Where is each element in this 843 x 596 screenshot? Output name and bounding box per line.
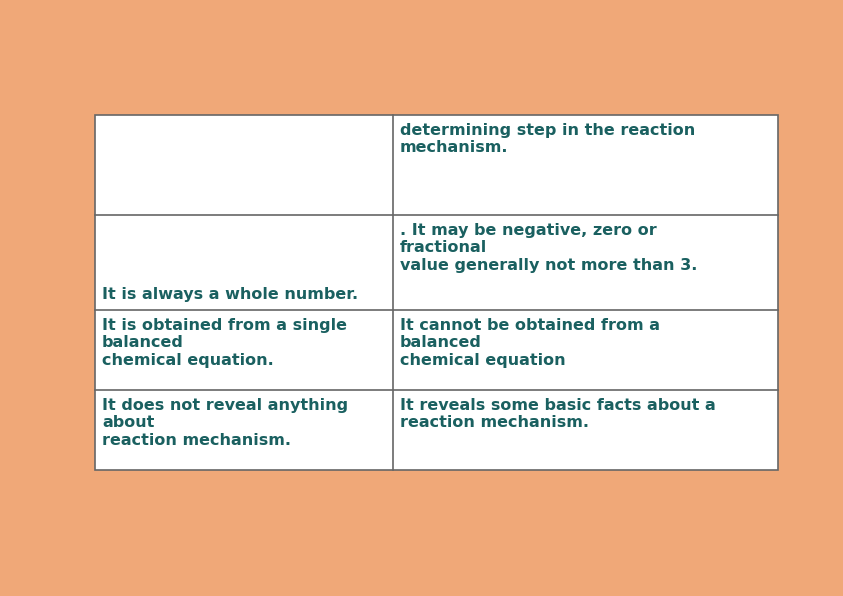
Text: It cannot be obtained from a
balanced
chemical equation: It cannot be obtained from a balanced ch… bbox=[400, 318, 660, 368]
Bar bbox=[95, 115, 778, 470]
Text: It is obtained from a single
balanced
chemical equation.: It is obtained from a single balanced ch… bbox=[102, 318, 347, 368]
Text: It is always a whole number.: It is always a whole number. bbox=[102, 287, 358, 302]
Text: It does not reveal anything
about
reaction mechanism.: It does not reveal anything about reacti… bbox=[102, 398, 348, 448]
Text: It reveals some basic facts about a
reaction mechanism.: It reveals some basic facts about a reac… bbox=[400, 398, 716, 430]
Text: determining step in the reaction
mechanism.: determining step in the reaction mechani… bbox=[400, 123, 695, 156]
Text: . It may be negative, zero or
fractional
value generally not more than 3.: . It may be negative, zero or fractional… bbox=[400, 223, 697, 273]
